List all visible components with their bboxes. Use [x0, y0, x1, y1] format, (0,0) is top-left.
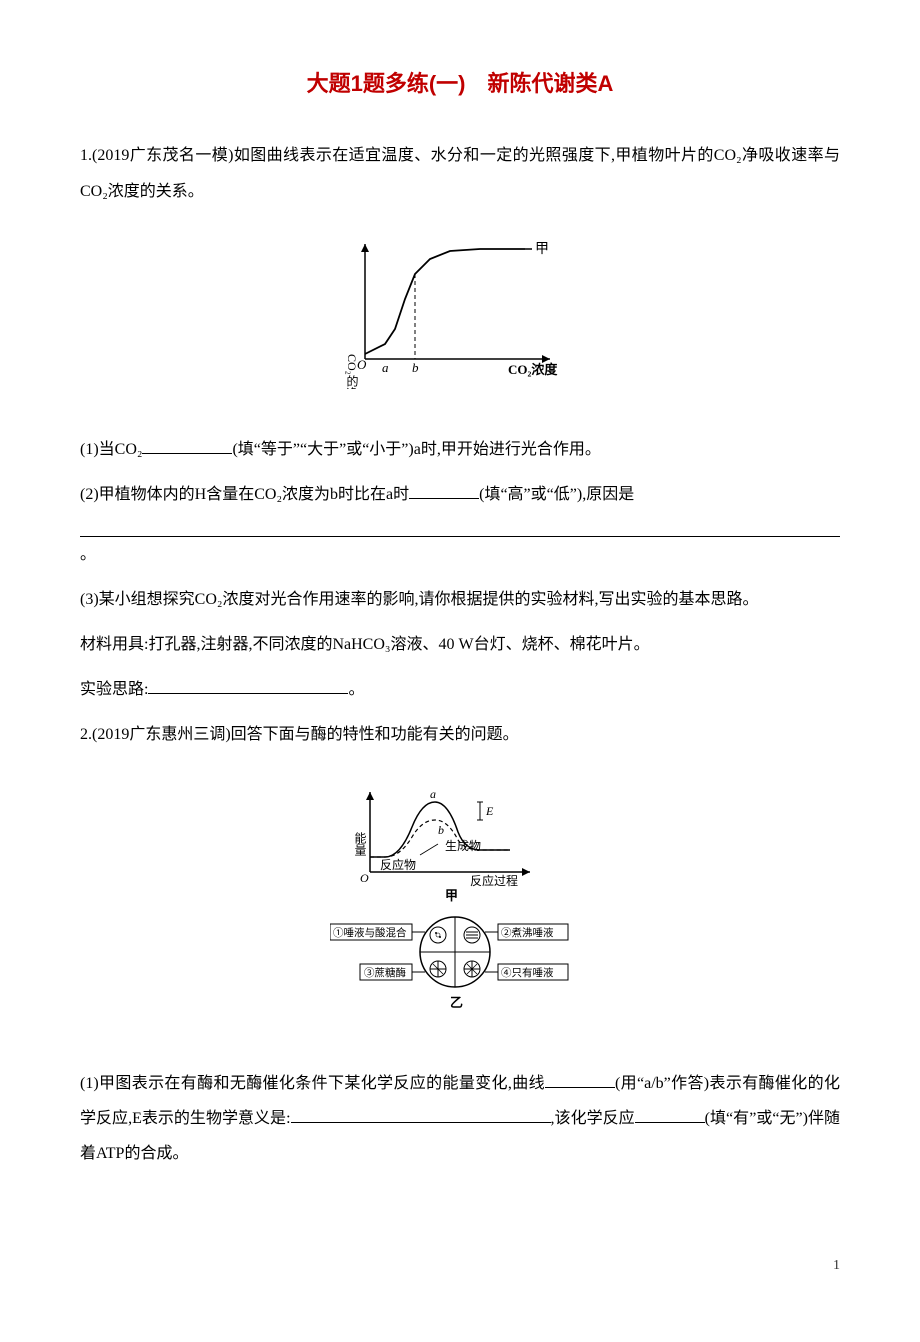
reactant-label: 反应物 [380, 857, 416, 872]
q1-p1-post: (填“等于”“大于”或“小于”)a时,甲开始进行光合作用。 [232, 441, 600, 458]
chart-yi: ①唾液与酸混合 ②煮沸唾液 ③蔗糖酶 ④只有唾液 乙 [330, 917, 568, 1010]
label-E: E [485, 804, 494, 818]
label-b: b [438, 823, 444, 837]
q2-part1: (1)甲图表示在有酶和无酶催化条件下某化学反应的能量变化,曲线(用“a/b”作答… [80, 1066, 840, 1172]
y-arrow [361, 244, 369, 252]
y-label: 能量 [353, 832, 367, 856]
q1-part1: (1)当CO₂ (填“等于”“大于”或“小于”)a时,甲开始进行光合作用。 [80, 432, 840, 467]
q1-p5-pre: 实验思路: [80, 681, 148, 698]
q1-part4: 材料用具:打孔器,注射器,不同浓度的NaHCO₃溶液、40 W台灯、烧杯、棉花叶… [80, 627, 840, 662]
page-number: 1 [80, 1251, 840, 1282]
chart-jia: a b E 反应物 生成物 O 反应过程 能量 甲 [353, 787, 530, 903]
q1-p2-mid: (填“高”或“低”),原因是 [479, 486, 634, 503]
mark-a: a [382, 360, 389, 375]
q1-figure: O a b CO₂浓度 甲 CO₂的净吸收速率 [80, 229, 840, 402]
q1-part3: (3)某小组想探究CO₂浓度对光合作用速率的影响,请你根据提供的实验材料,写出实… [80, 582, 840, 617]
blank[interactable] [291, 1103, 551, 1123]
blank[interactable] [148, 674, 348, 694]
document-title: 大题1题多练(一) 新陈代谢类A [80, 60, 840, 108]
blank[interactable] [142, 434, 232, 454]
q1-p2-end: 。 [80, 546, 96, 563]
q2-stem: 2.(2019广东惠州三调)回答下面与酶的特性和功能有关的问题。 [80, 717, 840, 752]
blank[interactable] [635, 1103, 705, 1123]
panel-jia: 甲 [445, 888, 458, 903]
product-label: 生成物 [445, 839, 481, 853]
q1-part5: 实验思路: 。 [80, 672, 840, 707]
q1-p2-pre: (2)甲植物体内的H含量在CO₂浓度为b时比在a时 [80, 486, 409, 503]
origin: O [360, 871, 369, 885]
q2-p1-pre: (1)甲图表示在有酶和无酶催化条件下某化学反应的能量变化,曲线 [80, 1075, 545, 1092]
q2-figure: a b E 反应物 生成物 O 反应过程 能量 甲 [80, 772, 840, 1035]
blank[interactable] [545, 1067, 615, 1087]
blank[interactable] [409, 479, 479, 499]
mark-b: b [412, 360, 419, 375]
q1-part2: (2)甲植物体内的H含量在CO₂浓度为b时比在a时(填“高”或“低”),原因是 … [80, 477, 840, 572]
box4: ④只有唾液 [501, 966, 554, 979]
box3: ③蔗糖酶 [364, 966, 406, 979]
box1: ①唾液与酸混合 [333, 926, 407, 939]
series-label: 甲 [535, 242, 549, 257]
box2: ②煮沸唾液 [501, 926, 554, 939]
q1-stem: 1.(2019广东茂名一模)如图曲线表示在适宜温度、水分和一定的光照强度下,甲植… [80, 138, 840, 208]
label-a: a [430, 787, 436, 801]
q1-p5-post: 。 [348, 681, 364, 698]
x-label: 反应过程 [470, 873, 518, 888]
q2-p1-mid2: ,该化学反应 [551, 1110, 635, 1127]
y-label: CO₂的净吸收速率 [345, 354, 359, 389]
blank-long[interactable] [80, 516, 840, 536]
panel-yi: 乙 [450, 995, 463, 1010]
curve [365, 249, 525, 354]
x-label: CO₂浓度 [508, 362, 558, 377]
q1-p1-pre: (1)当CO₂ [80, 441, 142, 458]
